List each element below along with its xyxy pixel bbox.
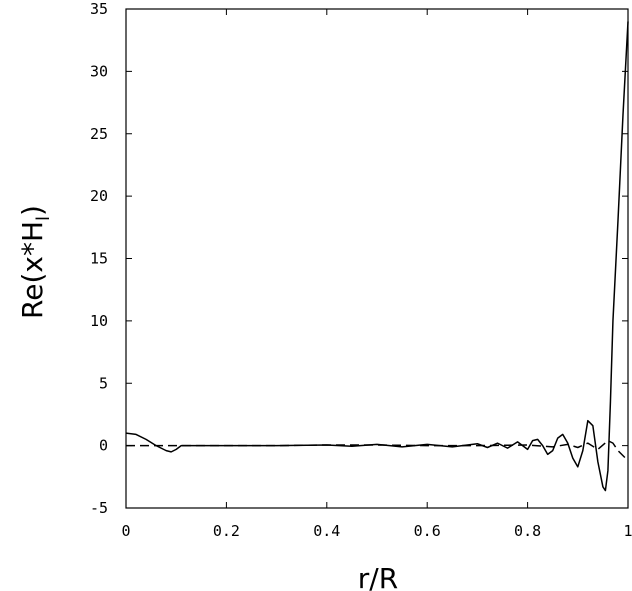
y-axis-title: Re(x*Hl) (16, 205, 54, 319)
axis-frame (125, 8, 629, 509)
y-axis-ticks: -5 0 5 10 15 20 25 30 35 (90, 0, 628, 517)
y-tick-label: -5 (90, 499, 108, 517)
x-tick-label: 1 (623, 522, 632, 540)
y-tick-label: 15 (90, 250, 108, 268)
y-tick-label: 20 (90, 187, 108, 205)
x-tick-label: 0.4 (313, 522, 340, 540)
series-layer (125, 21, 629, 492)
y-tick-label: 10 (90, 312, 108, 330)
y-axis-title-close: ) (16, 205, 49, 216)
x-tick-label: 0.6 (414, 522, 441, 540)
y-tick-label: 30 (90, 62, 108, 80)
x-tick-label: 0.8 (514, 522, 541, 540)
y-axis-title-main: Re(x*H (16, 221, 49, 319)
x-axis-ticks: 0 0.2 0.4 0.6 0.8 1 (121, 9, 632, 540)
y-tick-label: 0 (99, 437, 108, 455)
x-tick-label: 0 (121, 522, 130, 540)
y-tick-label: 5 (99, 374, 108, 392)
x-tick-label: 0.2 (213, 522, 240, 540)
series-line-dashed (126, 439, 629, 462)
plot-border (125, 8, 629, 509)
y-axis-title-subscript: l (33, 216, 54, 221)
x-axis-title: r/R (358, 562, 398, 591)
y-tick-label: 35 (90, 0, 108, 18)
y-tick-label: 25 (90, 125, 108, 143)
series-line-solid (125, 21, 629, 492)
